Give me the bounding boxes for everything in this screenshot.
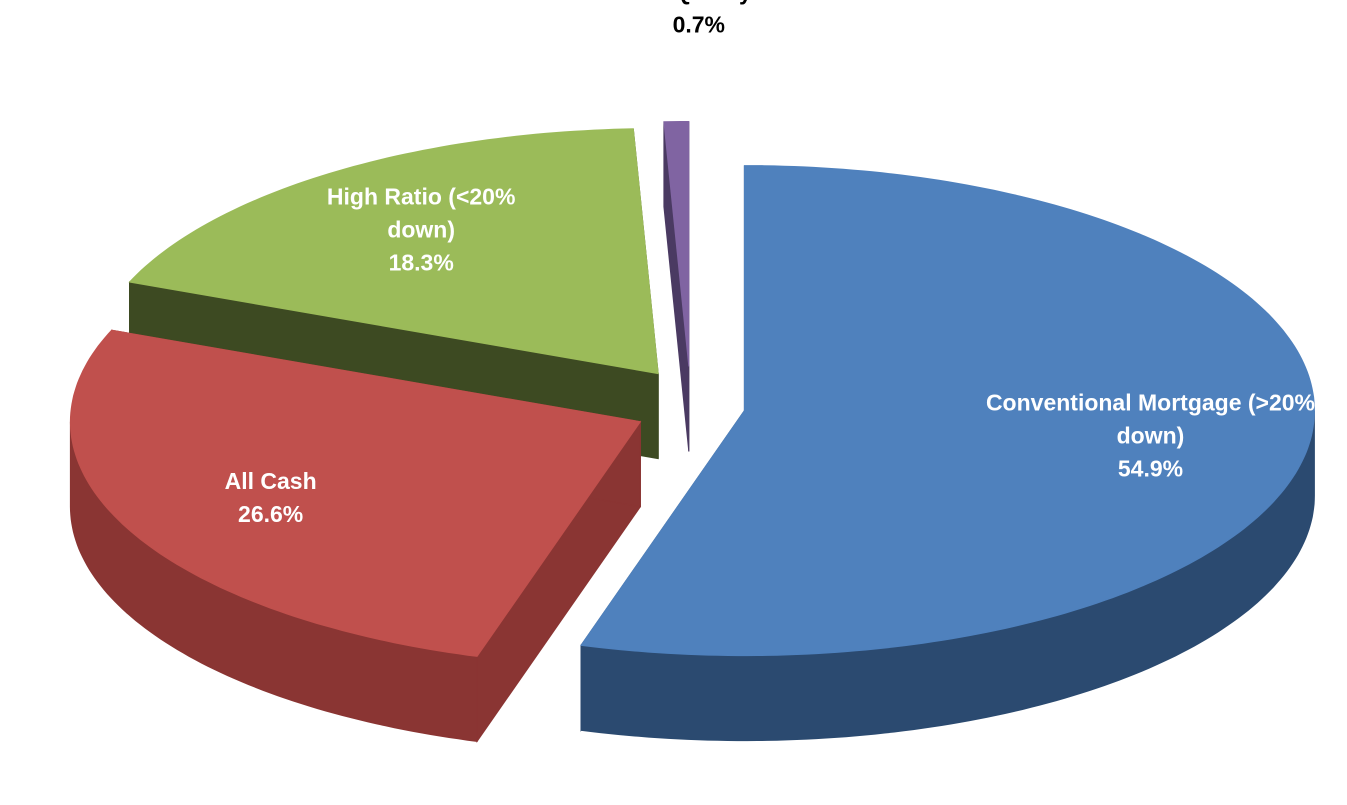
slice-label: High Ratio (<20% down) 18.3% <box>304 180 539 279</box>
category-label: Conventional Mortgage (>20% down) <box>985 389 1316 449</box>
category-label: Rental Income to Qualify <box>611 0 786 8</box>
slice-label: Rental Income to Qualify 0.7% <box>611 0 786 41</box>
slice <box>580 165 1315 657</box>
category-label: All Cash <box>224 468 317 495</box>
slice-label: Conventional Mortgage (>20% down) 54.9% <box>985 387 1315 486</box>
slice <box>663 121 690 367</box>
value-label: 54.9% <box>1117 455 1184 482</box>
value-label: 0.7% <box>672 11 725 38</box>
category-label: High Ratio (<20% down) <box>326 183 516 243</box>
slice-label: All Cash 26.6% <box>151 465 391 531</box>
value-label: 18.3% <box>388 249 454 276</box>
value-label: 26.6% <box>238 501 304 528</box>
slice <box>128 128 659 375</box>
slice <box>69 329 642 657</box>
